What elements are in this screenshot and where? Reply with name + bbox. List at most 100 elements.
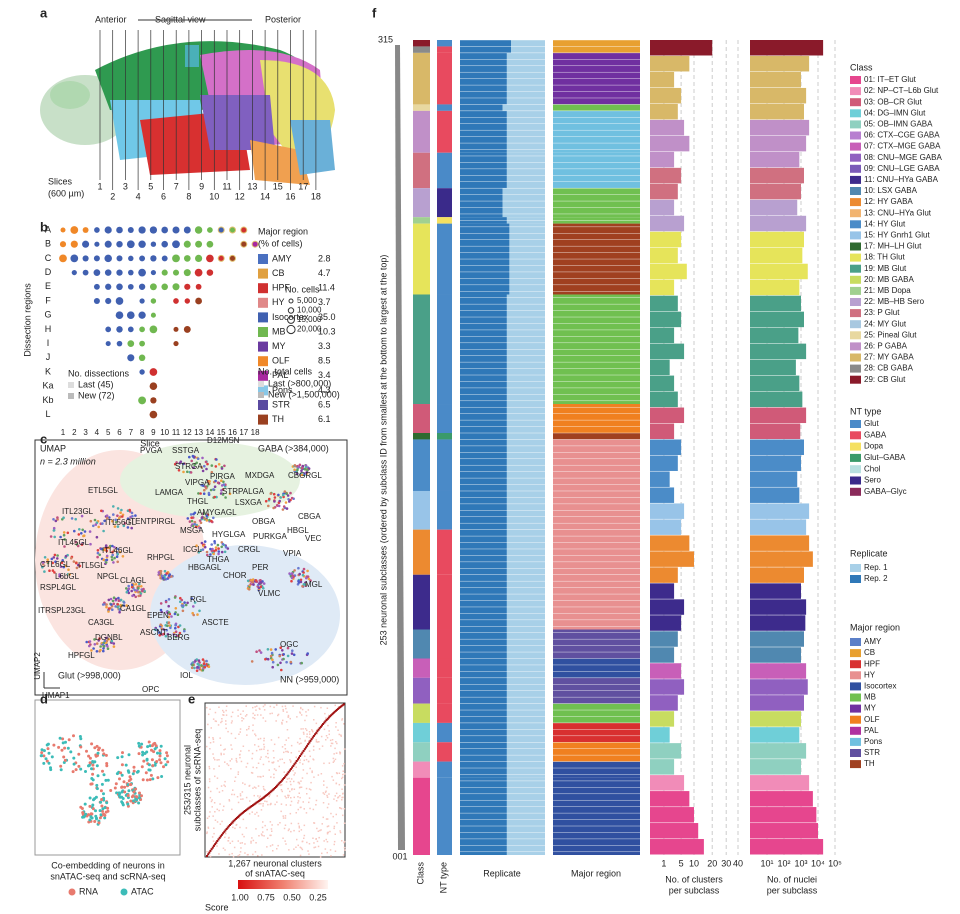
umap-point	[106, 647, 110, 650]
cluster-bar	[650, 647, 675, 663]
umap-point	[50, 557, 54, 561]
coembed-point	[63, 758, 67, 762]
heat-cell	[241, 717, 243, 719]
legend-entry: 11: CNU–HYa GABA	[864, 175, 939, 184]
nt-segment	[437, 188, 452, 218]
umap-point	[157, 571, 161, 574]
umap-point	[107, 638, 110, 641]
umap-point	[127, 584, 130, 588]
legend-swatch	[850, 164, 861, 173]
heat-cell	[315, 838, 317, 840]
heat-cell	[213, 757, 215, 759]
heat-cell	[324, 848, 327, 850]
coembed-point	[49, 766, 52, 770]
coembed-point	[152, 750, 156, 754]
nt-segment	[437, 217, 452, 224]
nt-segment	[437, 104, 452, 111]
umap-point	[178, 624, 182, 627]
heat-cell	[273, 757, 275, 759]
heat-cell	[262, 775, 264, 777]
umap-point	[306, 569, 309, 573]
heat-cell	[222, 709, 224, 712]
axis-label: No. of nuclei	[767, 874, 817, 884]
coembed-point	[122, 780, 126, 784]
umap-point	[289, 491, 292, 495]
heat-cell	[214, 775, 216, 778]
heat-cell	[285, 721, 288, 723]
heat-cell	[224, 785, 226, 788]
umap-point	[281, 493, 285, 497]
heat-cell	[277, 713, 280, 716]
nuclei-bar	[750, 359, 796, 376]
heat-cell	[237, 840, 239, 842]
coembed-point	[77, 752, 81, 756]
heat-cell	[227, 840, 230, 842]
umap-point	[191, 454, 195, 458]
umap-point	[203, 488, 206, 492]
umap-point	[210, 543, 213, 546]
heat-cell	[264, 795, 267, 797]
nuclei-bar	[750, 631, 804, 647]
heat-cell	[331, 742, 334, 745]
cluster-bar	[650, 343, 685, 360]
umap-point	[262, 582, 266, 585]
umap-point	[295, 472, 299, 476]
dot	[93, 269, 101, 276]
legend-entry: Glut–GABA	[864, 453, 906, 462]
umap-point	[181, 609, 185, 613]
legend-title: Replicate	[850, 548, 888, 558]
heat-cell	[275, 785, 277, 788]
nt-segment	[437, 777, 452, 855]
umap-point	[54, 519, 58, 523]
heat-cell	[282, 837, 284, 839]
heat-cell	[224, 849, 226, 851]
row-label: A	[45, 224, 51, 234]
heat-cell	[335, 800, 338, 802]
umap-point	[309, 579, 312, 582]
coembed-point	[100, 804, 104, 808]
heat-cell	[272, 850, 274, 852]
heat-cell	[263, 748, 265, 750]
umap-point	[304, 583, 307, 586]
umap-point	[205, 467, 208, 471]
heat-cell	[270, 739, 273, 741]
heat-cell	[338, 706, 341, 709]
umap-point	[113, 556, 116, 560]
coembed-point	[126, 802, 130, 806]
cluster-bar	[650, 231, 682, 248]
coembed-point	[88, 796, 92, 800]
coembed-point	[40, 754, 44, 758]
dot	[150, 270, 156, 276]
nuclei-bar	[750, 55, 810, 72]
legend-title: NT type	[850, 406, 881, 416]
heat-cell	[289, 768, 292, 771]
heat-cell	[326, 737, 329, 739]
heat-cell	[230, 722, 233, 724]
heat-cell	[211, 836, 214, 838]
coembed-point	[147, 763, 151, 767]
dot	[172, 240, 180, 249]
heat-cell	[218, 791, 221, 793]
legend-title: Major region	[850, 622, 900, 632]
umap-point	[53, 535, 56, 539]
umap-point	[110, 555, 114, 559]
heat-cell	[302, 731, 305, 734]
heat-cell	[343, 822, 346, 824]
heat-cell	[259, 708, 261, 710]
umap-point	[166, 632, 170, 636]
umap-point	[116, 514, 119, 517]
umap-point	[216, 543, 220, 547]
coembed-point	[146, 745, 150, 749]
cluster-label: ETL5GL	[88, 486, 118, 495]
column-label: Class	[415, 862, 425, 885]
heat-cell	[315, 804, 317, 806]
coembed-point	[88, 756, 92, 760]
cluster-label: CRGL	[238, 545, 261, 554]
umap-point	[167, 611, 171, 614]
umap-point	[304, 471, 308, 475]
heat-cell	[212, 741, 215, 743]
rep2-segment	[460, 433, 507, 440]
rep2-segment	[460, 404, 507, 434]
heat-cell	[344, 849, 346, 851]
